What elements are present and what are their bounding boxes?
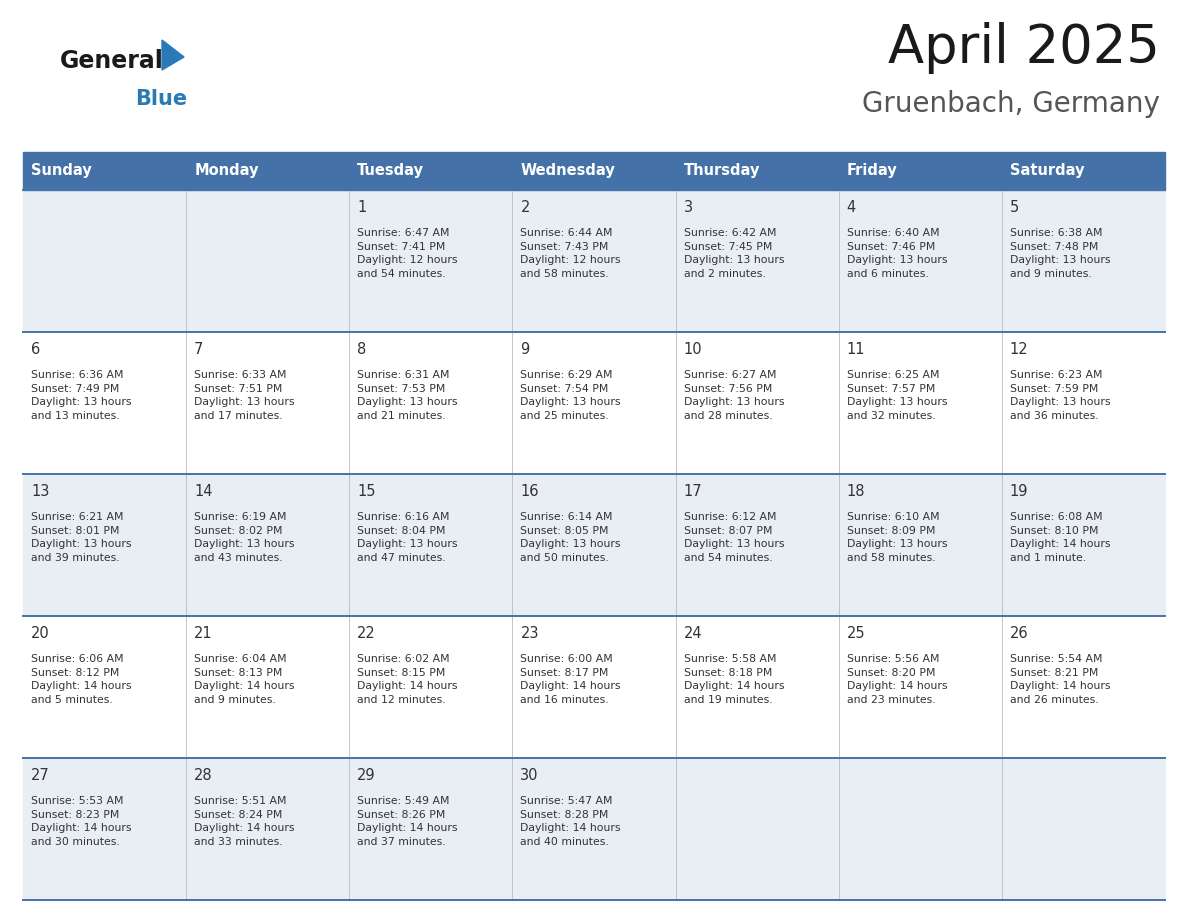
Text: Sunrise: 6:33 AM
Sunset: 7:51 PM
Daylight: 13 hours
and 17 minutes.: Sunrise: 6:33 AM Sunset: 7:51 PM Dayligh… — [194, 370, 295, 420]
Text: 27: 27 — [31, 768, 50, 783]
Text: Sunrise: 6:29 AM
Sunset: 7:54 PM
Daylight: 13 hours
and 25 minutes.: Sunrise: 6:29 AM Sunset: 7:54 PM Dayligh… — [520, 370, 621, 420]
Text: Gruenbach, Germany: Gruenbach, Germany — [862, 90, 1159, 118]
Text: Tuesday: Tuesday — [358, 163, 424, 178]
Text: General: General — [61, 49, 164, 73]
Text: Sunrise: 6:10 AM
Sunset: 8:09 PM
Daylight: 13 hours
and 58 minutes.: Sunrise: 6:10 AM Sunset: 8:09 PM Dayligh… — [847, 512, 947, 563]
Text: April 2025: April 2025 — [889, 22, 1159, 74]
Text: 18: 18 — [847, 484, 865, 499]
Text: Sunrise: 5:53 AM
Sunset: 8:23 PM
Daylight: 14 hours
and 30 minutes.: Sunrise: 5:53 AM Sunset: 8:23 PM Dayligh… — [31, 796, 132, 846]
Text: 6: 6 — [31, 342, 40, 357]
Text: Friday: Friday — [847, 163, 897, 178]
Text: 17: 17 — [683, 484, 702, 499]
Bar — [23, 152, 187, 190]
Text: 29: 29 — [358, 768, 375, 783]
Text: Sunrise: 6:36 AM
Sunset: 7:49 PM
Daylight: 13 hours
and 13 minutes.: Sunrise: 6:36 AM Sunset: 7:49 PM Dayligh… — [31, 370, 132, 420]
Text: 30: 30 — [520, 768, 539, 783]
Text: Monday: Monday — [194, 163, 259, 178]
Text: 12: 12 — [1010, 342, 1029, 357]
Text: 28: 28 — [194, 768, 213, 783]
Text: Sunrise: 6:44 AM
Sunset: 7:43 PM
Daylight: 12 hours
and 58 minutes.: Sunrise: 6:44 AM Sunset: 7:43 PM Dayligh… — [520, 228, 621, 279]
Bar — [23, 474, 1165, 616]
Text: 26: 26 — [1010, 626, 1029, 641]
Text: 14: 14 — [194, 484, 213, 499]
Text: 8: 8 — [358, 342, 367, 357]
Bar — [23, 616, 1165, 758]
Text: Sunrise: 6:47 AM
Sunset: 7:41 PM
Daylight: 12 hours
and 54 minutes.: Sunrise: 6:47 AM Sunset: 7:41 PM Dayligh… — [358, 228, 457, 279]
Bar — [1001, 152, 1165, 190]
Text: Sunrise: 6:21 AM
Sunset: 8:01 PM
Daylight: 13 hours
and 39 minutes.: Sunrise: 6:21 AM Sunset: 8:01 PM Dayligh… — [31, 512, 132, 563]
Text: 11: 11 — [847, 342, 865, 357]
Text: 4: 4 — [847, 200, 857, 215]
Text: Sunrise: 6:14 AM
Sunset: 8:05 PM
Daylight: 13 hours
and 50 minutes.: Sunrise: 6:14 AM Sunset: 8:05 PM Dayligh… — [520, 512, 621, 563]
Text: 22: 22 — [358, 626, 377, 641]
Text: Sunrise: 6:27 AM
Sunset: 7:56 PM
Daylight: 13 hours
and 28 minutes.: Sunrise: 6:27 AM Sunset: 7:56 PM Dayligh… — [683, 370, 784, 420]
Text: 16: 16 — [520, 484, 539, 499]
Bar — [839, 152, 1001, 190]
Text: Wednesday: Wednesday — [520, 163, 615, 178]
Text: Sunday: Sunday — [31, 163, 91, 178]
Text: Sunrise: 6:31 AM
Sunset: 7:53 PM
Daylight: 13 hours
and 21 minutes.: Sunrise: 6:31 AM Sunset: 7:53 PM Dayligh… — [358, 370, 457, 420]
Polygon shape — [162, 40, 184, 70]
Text: 2: 2 — [520, 200, 530, 215]
Text: Sunrise: 5:56 AM
Sunset: 8:20 PM
Daylight: 14 hours
and 23 minutes.: Sunrise: 5:56 AM Sunset: 8:20 PM Dayligh… — [847, 654, 947, 705]
Text: Sunrise: 6:04 AM
Sunset: 8:13 PM
Daylight: 14 hours
and 9 minutes.: Sunrise: 6:04 AM Sunset: 8:13 PM Dayligh… — [194, 654, 295, 705]
Text: Sunrise: 6:23 AM
Sunset: 7:59 PM
Daylight: 13 hours
and 36 minutes.: Sunrise: 6:23 AM Sunset: 7:59 PM Dayligh… — [1010, 370, 1111, 420]
Text: Sunrise: 6:25 AM
Sunset: 7:57 PM
Daylight: 13 hours
and 32 minutes.: Sunrise: 6:25 AM Sunset: 7:57 PM Dayligh… — [847, 370, 947, 420]
Text: 21: 21 — [194, 626, 213, 641]
Text: Thursday: Thursday — [683, 163, 760, 178]
Bar — [349, 152, 512, 190]
Text: Sunrise: 6:19 AM
Sunset: 8:02 PM
Daylight: 13 hours
and 43 minutes.: Sunrise: 6:19 AM Sunset: 8:02 PM Dayligh… — [194, 512, 295, 563]
Text: 13: 13 — [31, 484, 50, 499]
Text: 5: 5 — [1010, 200, 1019, 215]
Text: Sunrise: 5:58 AM
Sunset: 8:18 PM
Daylight: 14 hours
and 19 minutes.: Sunrise: 5:58 AM Sunset: 8:18 PM Dayligh… — [683, 654, 784, 705]
Bar — [23, 190, 1165, 332]
Text: Saturday: Saturday — [1010, 163, 1085, 178]
Text: Sunrise: 6:08 AM
Sunset: 8:10 PM
Daylight: 14 hours
and 1 minute.: Sunrise: 6:08 AM Sunset: 8:10 PM Dayligh… — [1010, 512, 1111, 563]
Bar — [512, 152, 676, 190]
Text: 1: 1 — [358, 200, 367, 215]
Text: Sunrise: 6:38 AM
Sunset: 7:48 PM
Daylight: 13 hours
and 9 minutes.: Sunrise: 6:38 AM Sunset: 7:48 PM Dayligh… — [1010, 228, 1111, 279]
Bar — [23, 332, 1165, 474]
Text: 15: 15 — [358, 484, 375, 499]
Text: Sunrise: 5:47 AM
Sunset: 8:28 PM
Daylight: 14 hours
and 40 minutes.: Sunrise: 5:47 AM Sunset: 8:28 PM Dayligh… — [520, 796, 621, 846]
Text: Sunrise: 6:02 AM
Sunset: 8:15 PM
Daylight: 14 hours
and 12 minutes.: Sunrise: 6:02 AM Sunset: 8:15 PM Dayligh… — [358, 654, 457, 705]
Text: Sunrise: 5:51 AM
Sunset: 8:24 PM
Daylight: 14 hours
and 33 minutes.: Sunrise: 5:51 AM Sunset: 8:24 PM Dayligh… — [194, 796, 295, 846]
Text: Sunrise: 6:06 AM
Sunset: 8:12 PM
Daylight: 14 hours
and 5 minutes.: Sunrise: 6:06 AM Sunset: 8:12 PM Dayligh… — [31, 654, 132, 705]
Bar — [23, 758, 1165, 900]
Text: Sunrise: 6:42 AM
Sunset: 7:45 PM
Daylight: 13 hours
and 2 minutes.: Sunrise: 6:42 AM Sunset: 7:45 PM Dayligh… — [683, 228, 784, 279]
Text: Sunrise: 6:00 AM
Sunset: 8:17 PM
Daylight: 14 hours
and 16 minutes.: Sunrise: 6:00 AM Sunset: 8:17 PM Dayligh… — [520, 654, 621, 705]
Bar — [676, 152, 839, 190]
Text: Sunrise: 6:40 AM
Sunset: 7:46 PM
Daylight: 13 hours
and 6 minutes.: Sunrise: 6:40 AM Sunset: 7:46 PM Dayligh… — [847, 228, 947, 279]
Text: Sunrise: 5:49 AM
Sunset: 8:26 PM
Daylight: 14 hours
and 37 minutes.: Sunrise: 5:49 AM Sunset: 8:26 PM Dayligh… — [358, 796, 457, 846]
Text: 7: 7 — [194, 342, 203, 357]
Text: Blue: Blue — [135, 89, 188, 109]
Bar — [187, 152, 349, 190]
Text: 23: 23 — [520, 626, 539, 641]
Text: 9: 9 — [520, 342, 530, 357]
Text: Sunrise: 6:12 AM
Sunset: 8:07 PM
Daylight: 13 hours
and 54 minutes.: Sunrise: 6:12 AM Sunset: 8:07 PM Dayligh… — [683, 512, 784, 563]
Text: 19: 19 — [1010, 484, 1029, 499]
Text: 3: 3 — [683, 200, 693, 215]
Text: 25: 25 — [847, 626, 865, 641]
Text: 10: 10 — [683, 342, 702, 357]
Text: 24: 24 — [683, 626, 702, 641]
Text: Sunrise: 6:16 AM
Sunset: 8:04 PM
Daylight: 13 hours
and 47 minutes.: Sunrise: 6:16 AM Sunset: 8:04 PM Dayligh… — [358, 512, 457, 563]
Text: 20: 20 — [31, 626, 50, 641]
Text: Sunrise: 5:54 AM
Sunset: 8:21 PM
Daylight: 14 hours
and 26 minutes.: Sunrise: 5:54 AM Sunset: 8:21 PM Dayligh… — [1010, 654, 1111, 705]
